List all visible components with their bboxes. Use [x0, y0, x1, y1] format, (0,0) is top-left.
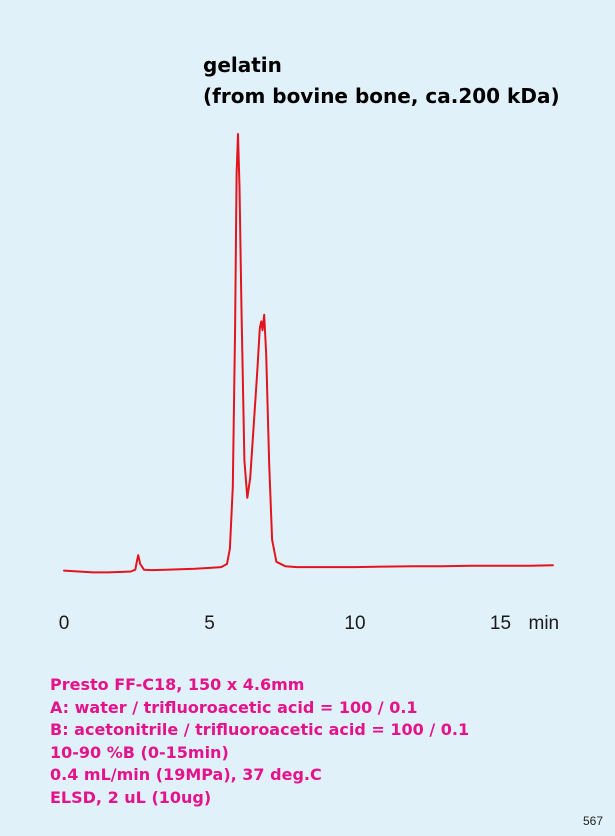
x-tick-label: 5: [204, 613, 215, 634]
condition-mobile-phase-b: B: acetonitrile / trifluoroacetic acid =…: [50, 720, 470, 739]
page-number: 567: [583, 814, 604, 828]
chromatogram-trace: [63, 133, 554, 574]
condition-detector: ELSD, 2 uL (10ug): [50, 787, 212, 807]
condition-mobile-phase-a: A: water / trifluoroacetic acid = 100 / …: [50, 697, 418, 717]
title-line-1: gelatin: [203, 53, 282, 77]
chromatogram-chart: 0 5 10 15 min: [59, 133, 559, 634]
condition-flow-temperature: 0.4 mL/min (19MPa), 37 deg.C: [50, 765, 322, 784]
x-tick-label: 15: [490, 613, 511, 634]
x-axis-ticks: 0 5 10 15 min: [59, 613, 559, 634]
x-tick-label: 10: [344, 613, 365, 634]
condition-gradient: 10-90 %B (0-15min): [50, 742, 229, 762]
x-tick-label: 0: [59, 613, 70, 634]
x-axis-unit-label: min: [529, 613, 560, 634]
condition-column: Presto FF-C18, 150 x 4.6mm: [50, 675, 305, 694]
title-line-2: (from bovine bone, ca.200 kDa): [203, 84, 560, 108]
chart-title: gelatin (from bovine bone, ca.200 kDa): [203, 50, 560, 112]
method-conditions: Presto FF-C18, 150 x 4.6mm A: water / tr…: [50, 674, 469, 809]
